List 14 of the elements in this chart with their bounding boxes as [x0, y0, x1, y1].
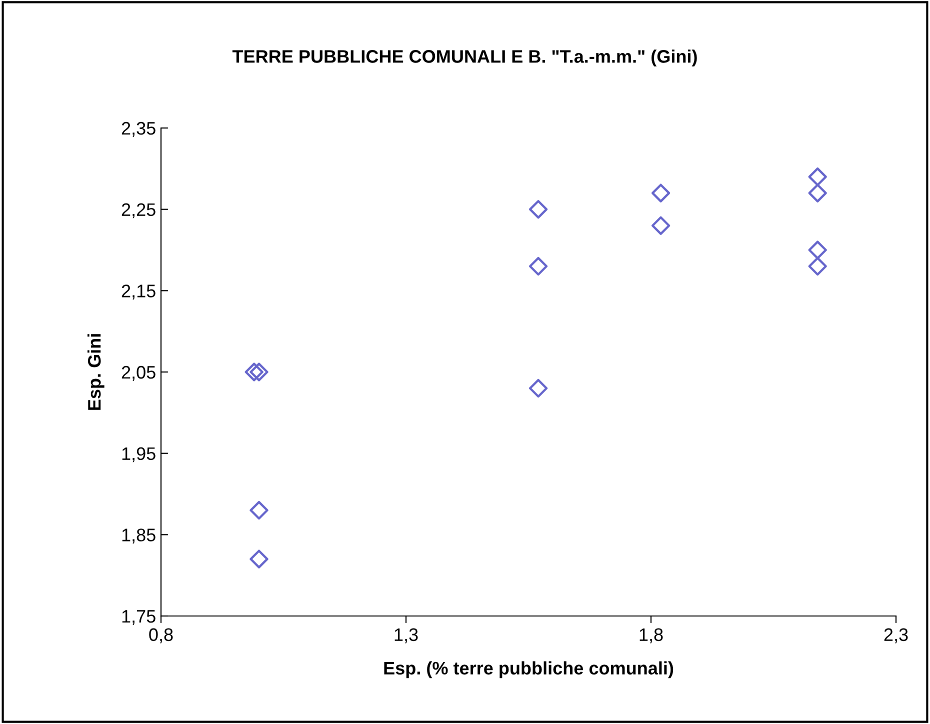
y-tick-label: 2,35 [122, 122, 156, 137]
y-tick-label: 2,05 [122, 366, 156, 381]
x-tick-label: 1,3 [394, 628, 418, 644]
x-tick-label: 2,3 [884, 628, 908, 644]
y-axis-title: Esp. Gini [88, 334, 104, 410]
x-axis-title: Esp. (% terre pubbliche comunali) [384, 661, 674, 678]
x-tick-label: 0,8 [149, 628, 173, 644]
y-tick-label: 1,95 [122, 447, 156, 462]
y-tick-label: 1,75 [122, 610, 156, 625]
x-tick-label: 1,8 [640, 628, 663, 644]
chart-title: TERRE PUBBLICHE COMUNALI E B. "T.a.-m.m." (Gini) [232, 50, 697, 66]
y-tick-label: 2,15 [122, 284, 156, 300]
y-tick-label: 1,85 [122, 528, 156, 544]
y-tick-label: 2,25 [122, 203, 156, 218]
